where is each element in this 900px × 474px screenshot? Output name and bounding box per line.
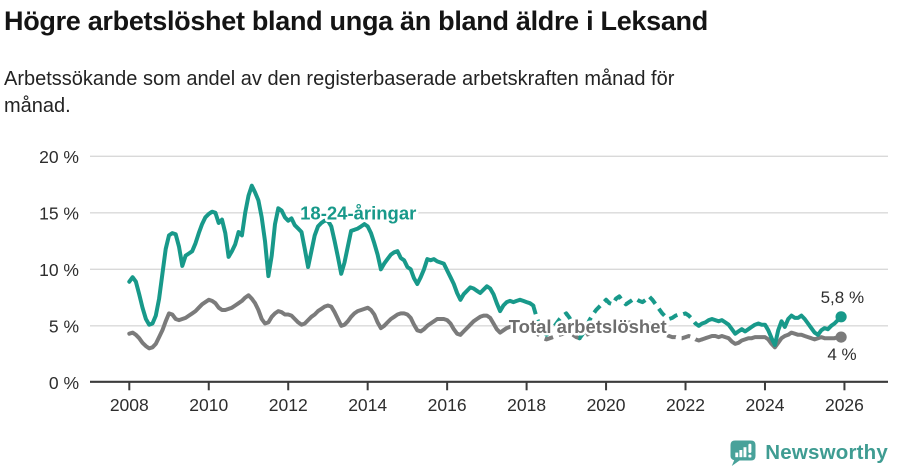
chart-title: Högre arbetslöshet bland unga än bland ä… <box>4 6 708 36</box>
series-line-label: Total arbetslöshet <box>509 316 667 337</box>
line-chart: 0 % 5 % 10 % 15 % 20 % 2008 2010 2012 2014 2016 20… <box>39 147 888 415</box>
series-end-dot <box>835 311 847 323</box>
bar-chart-bar-3 <box>743 447 747 458</box>
end-value-label: 4 % <box>827 345 856 364</box>
series-line-0-dashed <box>531 318 703 343</box>
bar-chart-bar-2 <box>739 450 743 458</box>
y-axis-tick-label: 20 % <box>39 147 79 167</box>
y-axis-tick-label: 10 % <box>39 260 79 280</box>
chart-subtitle: Arbetssökande som andel av den registerb… <box>4 68 675 117</box>
y-axis-tick-label: 5 % <box>49 316 79 336</box>
y-axis-tick-label: 0 % <box>49 373 79 393</box>
series-line-label: 18-24-åringar <box>300 203 416 224</box>
series-line-1-dashed <box>531 294 704 341</box>
newsworthy-logo-icon <box>730 440 756 466</box>
series-line-1-solid <box>127 183 536 327</box>
exclamation-dot <box>748 454 752 458</box>
bar-chart-bar-1 <box>735 452 739 458</box>
exclamation-bar <box>748 443 752 453</box>
brand-name: Newsworthy <box>765 441 888 464</box>
series-line-0-solid <box>127 293 536 351</box>
x-axis-tick-label: 2016 <box>428 395 467 415</box>
x-axis-tick-label: 2024 <box>746 395 785 415</box>
brand-footer[interactable]: Newsworthy <box>729 439 888 467</box>
x-axis-tick-label: 2026 <box>825 395 864 415</box>
series-end-dot <box>835 331 847 343</box>
series-line-1-solid <box>700 313 844 347</box>
x-axis-tick-label: 2012 <box>269 395 308 415</box>
x-axis-tick-label: 2014 <box>348 395 387 415</box>
speech-bubble-shape <box>730 440 756 466</box>
y-axis-tick-label: 15 % <box>39 203 79 223</box>
x-axis-tick-label: 2008 <box>110 395 149 415</box>
x-axis-tick-label: 2010 <box>189 395 228 415</box>
x-axis-tick-label: 2018 <box>507 395 546 415</box>
x-axis-tick-label: 2022 <box>666 395 705 415</box>
end-value-label: 5,8 % <box>821 288 864 307</box>
x-axis-tick-label: 2020 <box>587 395 626 415</box>
series-line-0-solid <box>700 330 844 350</box>
